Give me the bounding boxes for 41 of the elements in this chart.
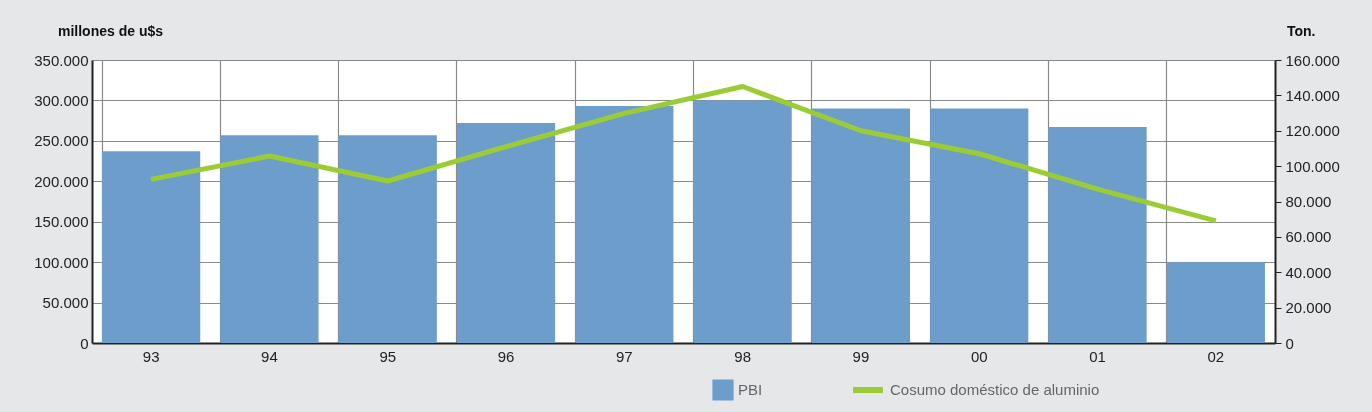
x-tick-label: 93 (142, 347, 160, 365)
y-tick-label: 350.000 (34, 51, 89, 69)
bar (693, 100, 792, 343)
y2-tick-label: 100.000 (1285, 157, 1340, 175)
y-tick-label: 150.000 (34, 213, 89, 231)
bar (811, 108, 911, 343)
y-axis-title: millones de u$s (57, 22, 164, 39)
bar (220, 135, 319, 343)
bar (575, 106, 674, 343)
y-tick-label: 50.000 (42, 294, 89, 312)
legend-label: PBI (738, 381, 763, 398)
y2-tick-label: 0 (1285, 334, 1294, 352)
y-tick-label: 200.000 (34, 172, 89, 190)
x-tick-label: 96 (497, 347, 515, 365)
bar (1048, 127, 1147, 343)
y-tick-label: 0 (80, 334, 89, 352)
y2-tick-label: 120.000 (1285, 122, 1340, 140)
legend-label: Cosumo doméstico de aluminio (890, 381, 1100, 398)
x-tick-label: 02 (1207, 347, 1225, 365)
x-tick-label: 01 (1089, 347, 1106, 365)
x-tick-label: 99 (852, 347, 870, 365)
x-tick-label: 00 (970, 347, 988, 365)
y-tick-label: 250.000 (34, 132, 89, 150)
x-tick-label: 95 (379, 347, 397, 365)
y-tick-label: 100.000 (34, 253, 89, 271)
x-tick-label: 98 (734, 347, 751, 365)
bar (930, 108, 1029, 343)
y2-tick-label: 40.000 (1285, 263, 1332, 281)
y2-tick-label: 80.000 (1285, 193, 1332, 210)
y2-tick-label: 20.000 (1285, 299, 1332, 317)
y2-tick-label: 160.000 (1285, 51, 1340, 69)
x-tick-label: 94 (261, 347, 278, 365)
y2-tick-label: 140.000 (1285, 86, 1340, 104)
bar (338, 135, 437, 343)
bar (1166, 262, 1265, 343)
bar (456, 123, 556, 343)
x-tick-label: 97 (616, 347, 633, 365)
y2-axis-title: Ton. (1286, 22, 1316, 39)
y-tick-label: 300.000 (34, 91, 89, 109)
y2-tick-label: 60.000 (1285, 228, 1332, 246)
bar (102, 151, 201, 343)
